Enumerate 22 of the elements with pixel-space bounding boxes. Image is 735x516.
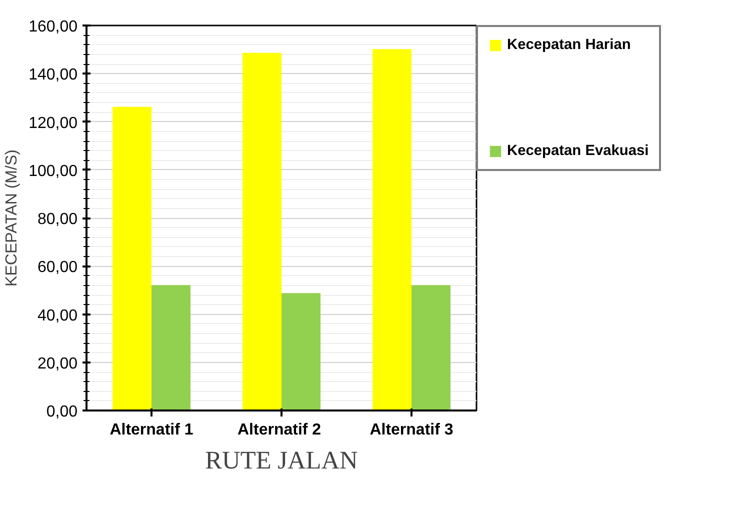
x-tick-label: Alternatif 1 [110, 422, 194, 438]
legend-label: Kecepatan Harian [507, 37, 631, 53]
bar [242, 52, 282, 410]
y-tick-label: 80,00 [37, 211, 78, 228]
y-tick-label: 120,00 [28, 114, 78, 132]
y-tick-label: 20,00 [37, 355, 78, 372]
y-tick-label: 160,00 [28, 18, 78, 36]
x-tick-label: Alternatif 2 [237, 422, 322, 438]
y-axis-title: KECEPATAN (M/S) [4, 150, 21, 286]
x-axis-title: RUTE JALAN [205, 446, 358, 474]
y-tick-label: 100,00 [28, 162, 78, 180]
x-tick-label: Alternatif 3 [370, 422, 454, 438]
y-tick-label: 140,00 [28, 66, 78, 84]
legend-label: Kecepatan Evakuasi [507, 143, 649, 159]
bar [372, 49, 412, 410]
y-tick-label: 40,00 [37, 307, 78, 324]
y-tick-label: 60,00 [37, 259, 78, 276]
bar [412, 285, 450, 410]
bar [152, 285, 190, 410]
bar [112, 106, 152, 410]
y-tick-label: 0,00 [46, 404, 78, 420]
bar [282, 293, 320, 410]
